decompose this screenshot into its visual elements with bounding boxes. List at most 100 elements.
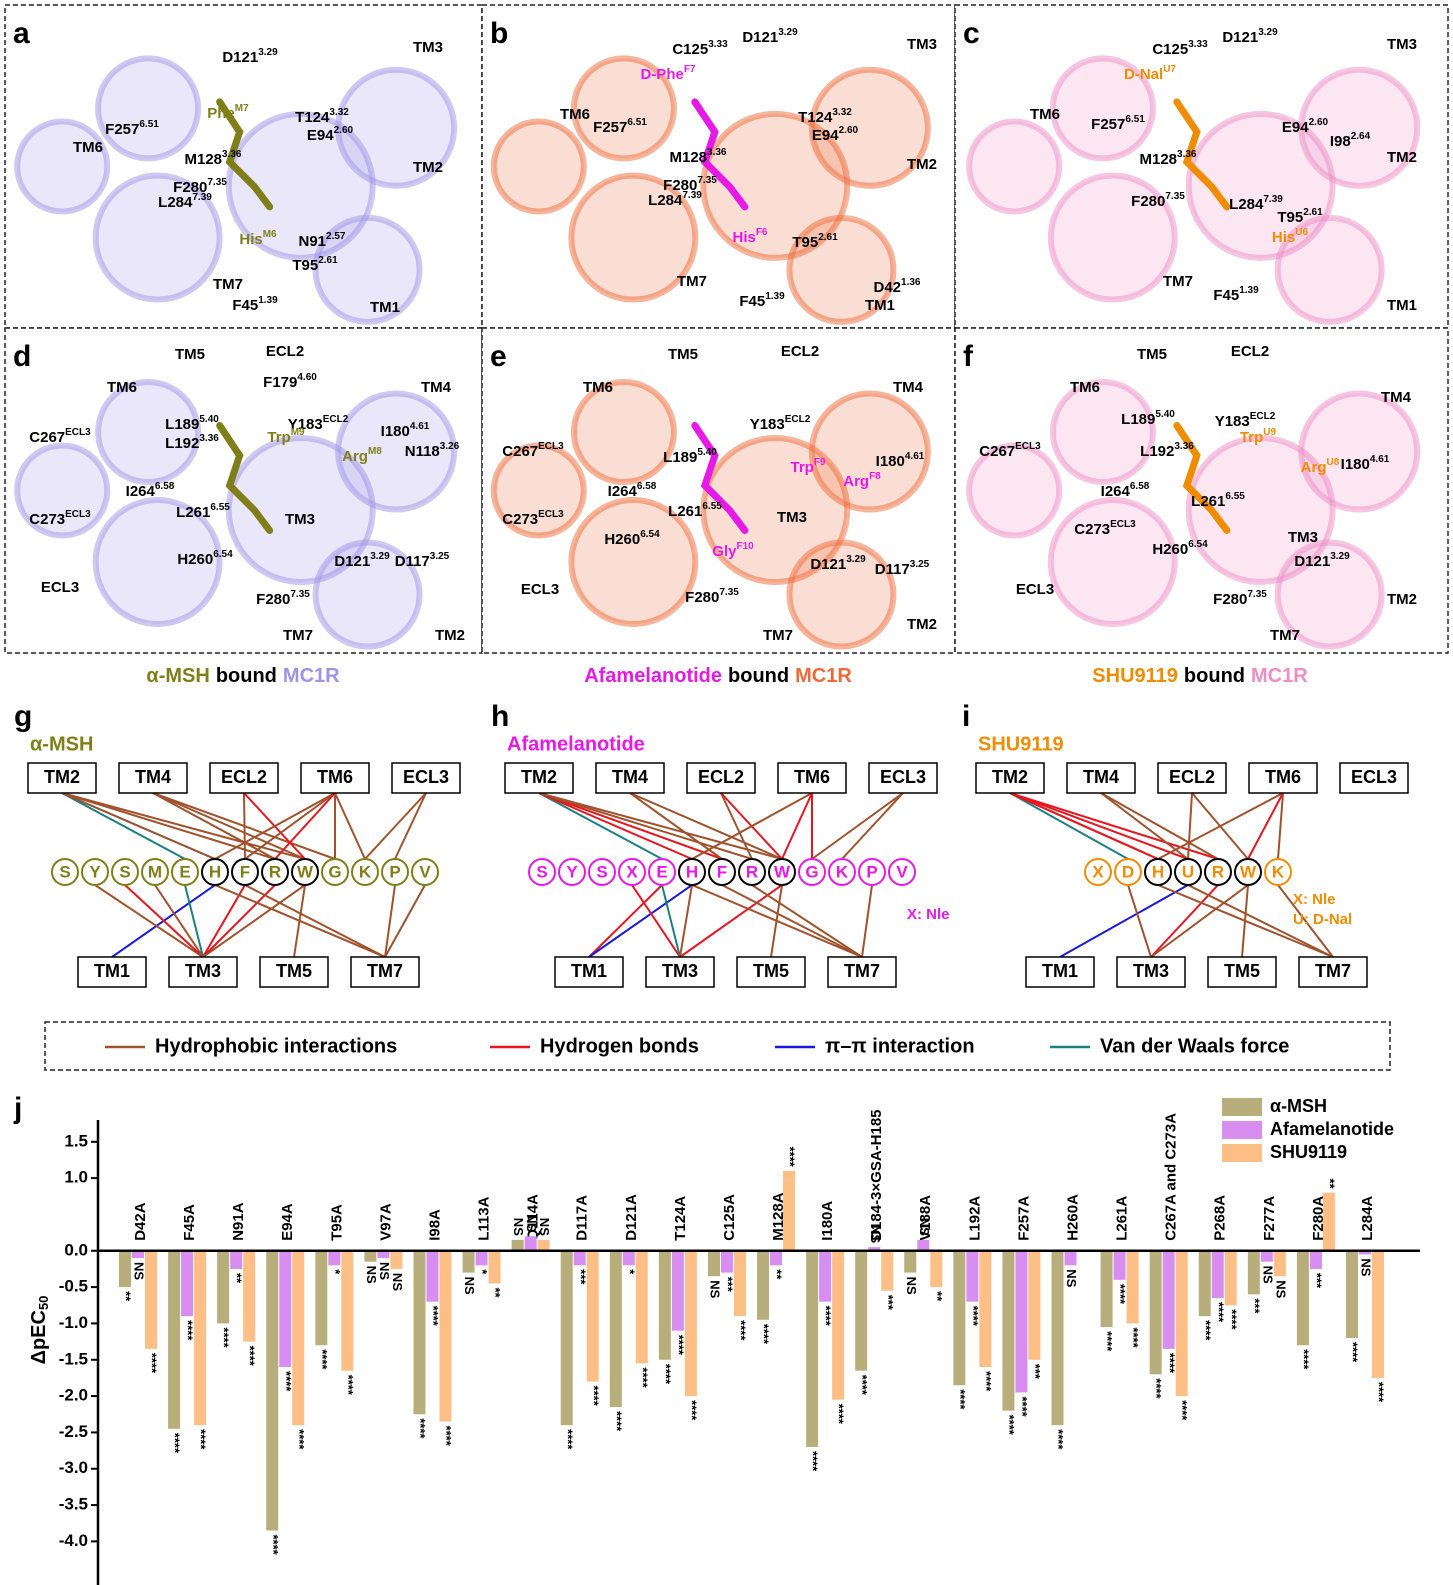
- bar: [979, 1251, 991, 1367]
- label-text: T95: [1277, 209, 1303, 226]
- domain-label: TM3: [185, 961, 221, 981]
- residue-label: TM3: [1288, 529, 1318, 546]
- label-text: Arg: [1301, 459, 1327, 476]
- y-tick-label: -3.5: [59, 1495, 88, 1514]
- residue: E: [179, 862, 190, 881]
- significance-label: ****: [560, 1429, 575, 1450]
- label-text: T124: [798, 109, 833, 126]
- label-text: TM5: [668, 346, 698, 363]
- residue-label: TM7: [763, 627, 793, 644]
- bar: [770, 1251, 782, 1266]
- bar: [1274, 1251, 1286, 1276]
- residue: F: [717, 862, 727, 881]
- caption: AfamelanotideboundMC1R: [584, 665, 852, 687]
- y-tick-label: 0.0: [64, 1240, 88, 1259]
- domain-label: TM4: [1083, 767, 1119, 787]
- label-text: F257: [593, 119, 627, 136]
- x-category-label: D184-3×GSA-H185: [868, 1109, 885, 1240]
- domain-label: TM7: [844, 961, 880, 981]
- residue: G: [328, 862, 341, 881]
- label-text: TM3: [907, 36, 937, 53]
- significance-label: **: [230, 1273, 245, 1284]
- significance-label: ****: [806, 1451, 821, 1472]
- significance-label: NS: [917, 1218, 932, 1236]
- residue-label: TM3: [1387, 36, 1417, 53]
- bar: [1015, 1251, 1027, 1393]
- bar: [364, 1251, 376, 1262]
- interaction-line: [1158, 793, 1283, 859]
- label-text: TM7: [763, 627, 793, 644]
- domain-label: ECL3: [403, 767, 449, 787]
- label-sup: 2.61: [318, 255, 338, 266]
- label-text: TM1: [1387, 297, 1417, 314]
- bar: [1346, 1251, 1358, 1338]
- residue: E: [656, 862, 667, 881]
- bar: [1372, 1251, 1384, 1378]
- helix: [1301, 394, 1417, 510]
- interaction-line: [215, 885, 385, 957]
- bar: [783, 1171, 795, 1251]
- label-text: TM1: [865, 297, 895, 314]
- panel-letter: d: [13, 340, 31, 373]
- label-sup: 6.55: [1225, 491, 1245, 502]
- x-category-label: I98A: [426, 1209, 443, 1241]
- domain-label: ECL2: [698, 767, 744, 787]
- residue-label: TM5: [668, 346, 698, 363]
- panel-letter: j: [13, 1092, 22, 1125]
- significance-label: ****: [426, 1306, 441, 1327]
- label-sup: 1.36: [901, 277, 921, 288]
- legend-label: SHU9119: [1270, 1142, 1347, 1162]
- label-text: T124: [295, 109, 330, 126]
- label-text: L284: [158, 194, 193, 211]
- label-sup: 3.36: [199, 433, 219, 444]
- bar: [341, 1251, 353, 1371]
- y-axis-title: ΔpEC50: [28, 1296, 51, 1365]
- domain-label: ECL3: [880, 767, 926, 787]
- bar: [230, 1251, 242, 1269]
- label-sup: 3.36: [1174, 441, 1194, 452]
- domain-label: TM3: [662, 961, 698, 981]
- label-text: L261: [176, 504, 210, 521]
- significance-label: ****: [145, 1353, 160, 1374]
- label-sup: 3.29: [370, 551, 390, 562]
- significance-label: NS: [132, 1262, 147, 1280]
- significance-label: ****: [1002, 1415, 1017, 1436]
- helix: [494, 122, 584, 212]
- bar: [672, 1251, 684, 1331]
- label-text: His: [732, 229, 755, 246]
- label-text: D121: [742, 29, 778, 46]
- residue-label: ECL3: [41, 579, 79, 596]
- interaction-line: [245, 885, 385, 957]
- bar: [708, 1251, 720, 1276]
- bar: [917, 1240, 929, 1251]
- significance-label: NS: [377, 1262, 392, 1280]
- significance-label: ****: [635, 1367, 650, 1388]
- significance-label: NS: [1064, 1269, 1079, 1287]
- network-title: SHU9119: [978, 733, 1064, 755]
- significance-label: ***: [881, 1295, 896, 1311]
- bar: [904, 1251, 916, 1273]
- interaction-line: [153, 793, 305, 859]
- interaction-line: [539, 793, 722, 859]
- label-text: TM2: [1387, 149, 1417, 166]
- residue-label: TM5: [175, 346, 205, 363]
- label-sup: 1.39: [765, 291, 785, 302]
- significance-label: ****: [832, 1404, 847, 1425]
- domain-label: TM4: [612, 767, 648, 787]
- residue-label: TM7: [1270, 627, 1300, 644]
- label-text: TM7: [213, 276, 243, 293]
- label-sup: M8: [368, 446, 382, 457]
- label-sup: 3.29: [258, 47, 278, 58]
- x-category-label: P268A: [1212, 1195, 1229, 1241]
- interaction-line: [1151, 885, 1248, 957]
- label-text: Y183: [1215, 413, 1250, 430]
- legend-swatch: [1222, 1121, 1262, 1139]
- bar: [953, 1251, 965, 1385]
- legend-label: Afamelanotide: [1270, 1119, 1394, 1139]
- label-sup: ECL3: [538, 441, 564, 452]
- bar: [806, 1251, 818, 1447]
- label-text: TM2: [413, 159, 443, 176]
- label-text: L189: [165, 416, 199, 433]
- label-text: TM7: [1270, 627, 1300, 644]
- label-sup: 2.60: [334, 125, 354, 136]
